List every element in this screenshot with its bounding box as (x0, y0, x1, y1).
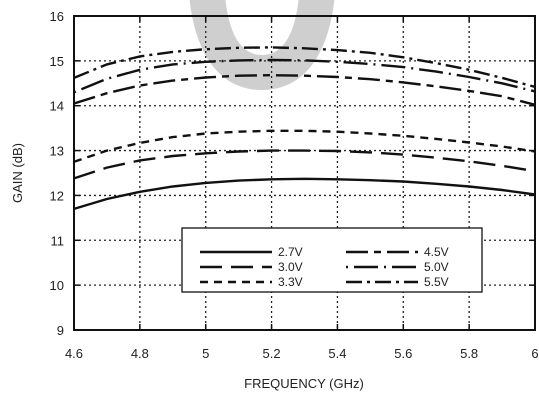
series-line-2.7V (73, 177, 536, 211)
legend-label: 3.3V (278, 275, 303, 289)
y-tick-label: 13 (50, 144, 64, 159)
x-tick-label: 5.4 (328, 346, 346, 361)
legend-label: 4.5V (424, 245, 449, 259)
y-tick-label: 14 (50, 99, 64, 114)
series-line-4.5V (73, 73, 536, 106)
legend-label: 5.5V (424, 275, 449, 289)
series-line-3.0V (73, 149, 536, 180)
watermark-shape (189, 0, 335, 90)
y-tick-label: 9 (57, 323, 64, 338)
series-line-5.0V (73, 58, 536, 94)
y-tick-label: 15 (50, 54, 64, 69)
axis-ticks: 4.6 4.8 5 5.2 5.4 5.6 5.8 6 9 10 11 12 13 14 15 16 (50, 9, 539, 361)
y-axis-label: GAIN (dB) (10, 143, 25, 203)
legend-label: 5.0V (424, 260, 449, 274)
legend: 2.7V3.0V3.3V 4.5V5.0V5.5V (181, 227, 483, 293)
y-tick-label: 12 (50, 188, 64, 203)
y-tick-label: 16 (50, 9, 64, 24)
series-lines (73, 46, 536, 211)
plot-frame (73, 15, 536, 331)
x-tick-label: 4.8 (131, 346, 149, 361)
x-tick-label: 4.6 (65, 346, 83, 361)
x-axis-label: FREQUENCY (GHz) (244, 376, 364, 391)
y-tick-label: 10 (50, 278, 64, 293)
series-line-5.5V (73, 46, 536, 89)
x-tick-label: 5.2 (263, 346, 281, 361)
x-tick-label: 5 (202, 346, 209, 361)
legend-label: 2.7V (278, 245, 303, 259)
x-tick-label: 5.8 (460, 346, 478, 361)
x-tick-label: 5.6 (394, 346, 412, 361)
y-tick-label: 11 (51, 233, 65, 248)
x-tick-label: 6 (531, 346, 538, 361)
series-line-3.3V (73, 129, 536, 163)
legend-label: 3.0V (278, 260, 303, 274)
